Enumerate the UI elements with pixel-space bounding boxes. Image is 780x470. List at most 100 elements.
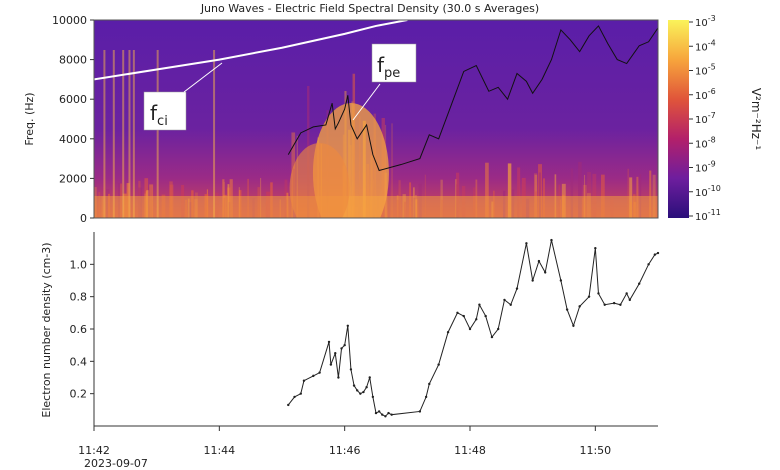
colorbar-tick-label: 10-9	[695, 160, 716, 175]
fpe-arrow	[352, 83, 381, 121]
density-point	[456, 311, 459, 315]
density-point	[587, 295, 591, 298]
density-point	[490, 335, 494, 339]
spectrogram-y-tick-label: 8000	[59, 54, 87, 67]
fpe-label-box	[371, 43, 417, 83]
density-point	[565, 308, 569, 311]
density-point	[293, 395, 296, 399]
fci-arrow	[183, 62, 223, 93]
density-point	[327, 340, 331, 344]
density-x-tick-label: 11:48	[454, 444, 486, 457]
spectrogram-streak	[627, 168, 629, 218]
density-point	[656, 251, 660, 255]
density-point	[387, 411, 390, 415]
density-point	[559, 279, 563, 282]
colorbar-tick-label: 10-7	[695, 111, 716, 126]
density-point	[340, 347, 343, 350]
spectrogram-title: Juno Waves - Electric Field Spectral Den…	[200, 2, 539, 15]
date-label: 2023-09-07	[84, 457, 148, 470]
spectrogram-streak	[517, 167, 521, 218]
density-point	[346, 324, 349, 327]
density-point	[484, 314, 487, 318]
density-point	[437, 363, 440, 366]
spectrogram-texture	[94, 50, 658, 218]
density-point	[537, 259, 541, 263]
density-point	[475, 318, 478, 321]
colorbar	[668, 20, 689, 218]
colorbar-tick-label: 10-3	[695, 14, 716, 29]
density-y-tick-label: 0.6	[70, 323, 88, 336]
spectrogram-streak	[391, 123, 393, 218]
spectrogram-streak	[538, 172, 541, 218]
density-point	[468, 327, 472, 331]
fci-label-main: f	[150, 101, 158, 125]
spectrogram-streak	[132, 50, 135, 218]
spectrogram-streak	[122, 50, 125, 218]
density-point	[509, 303, 512, 306]
density-point	[334, 352, 337, 355]
density-point	[368, 376, 371, 379]
density-point	[578, 305, 581, 308]
density-point	[653, 253, 657, 256]
spectrogram-y-label: Freq. (Hz)	[23, 92, 36, 145]
spectrogram-burst	[289, 143, 350, 218]
density-point	[287, 403, 290, 407]
spectrogram-streak	[592, 173, 597, 218]
density-x-ticks: 11:42 11:44 11:46 11:48 11:50	[78, 426, 611, 457]
spectrogram-streak	[485, 162, 489, 218]
density-point	[503, 298, 506, 302]
spectrogram-y-tick-label: 0	[80, 212, 87, 225]
fci-label: fci	[150, 101, 168, 129]
density-point	[337, 376, 340, 379]
density-y-tick-label: 0.2	[70, 388, 88, 401]
density-point	[377, 410, 381, 413]
density-point	[647, 263, 650, 266]
spectrogram-streak	[578, 161, 582, 218]
density-x-tick-label: 11:44	[203, 444, 235, 457]
density-point	[381, 413, 384, 416]
spectrogram-streak	[570, 168, 574, 218]
density-point	[572, 324, 575, 327]
spectrogram-y-tick-label: 4000	[59, 133, 87, 146]
density-point	[625, 292, 628, 295]
density-point	[619, 303, 622, 306]
colorbar-label: V²m⁻²Hz⁻¹	[749, 88, 763, 151]
density-point	[446, 331, 450, 334]
density-point	[349, 368, 353, 371]
spectrogram-streak	[649, 170, 652, 218]
density-point	[318, 371, 321, 374]
density-y-ticks: 0.2 0.4 0.6 0.8 1.0	[70, 258, 94, 401]
density-point	[597, 292, 600, 295]
density-point	[428, 382, 431, 386]
density-point	[531, 279, 534, 282]
spectrogram-streak	[533, 173, 538, 218]
colorbar-ticks: 10-3 10-4 10-5 10-6 10-7 10-8 10-9 10-10 10-11	[689, 14, 721, 223]
density-point	[362, 390, 365, 394]
spectrogram-y-ticks: 0 2000 4000 6000 8000 10000	[52, 14, 94, 225]
fpe-label-sub: pe	[384, 66, 400, 81]
density-point	[525, 242, 528, 245]
density-x-tick-label: 11:46	[329, 444, 361, 457]
fci-annotation: fci	[143, 62, 223, 131]
density-point	[343, 343, 346, 347]
density-point	[638, 282, 641, 285]
fpe-label: fpe	[377, 53, 400, 81]
density-point	[603, 303, 606, 306]
spectrogram-y-tick-label: 10000	[52, 14, 87, 27]
fpe-annotation: fpe	[352, 43, 417, 121]
density-point	[356, 389, 359, 392]
density-point	[352, 384, 356, 387]
density-point	[628, 298, 631, 302]
spectrogram-streak	[213, 50, 216, 218]
density-point	[365, 386, 368, 389]
spectrogram-streak	[112, 50, 115, 218]
density-point	[462, 314, 465, 318]
density-x-tick-label: 11:50	[579, 444, 611, 457]
density-point	[359, 392, 362, 395]
spectrogram-y-tick-label: 2000	[59, 172, 87, 185]
spectrogram-streak	[156, 50, 159, 218]
density-point	[302, 379, 306, 382]
colorbar-tick-label: 10-6	[695, 87, 716, 102]
spectrogram-frame	[93, 19, 659, 219]
